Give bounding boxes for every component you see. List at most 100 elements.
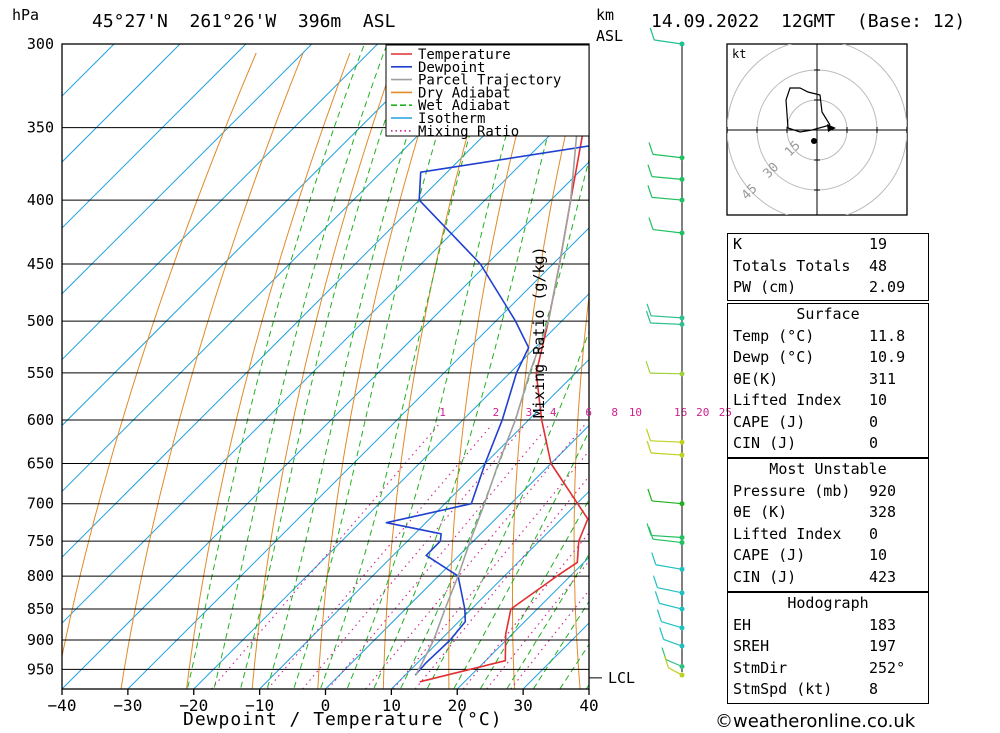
wind-level-dot xyxy=(679,197,685,203)
location-label: 45°27'N 261°26'W 396m ASL xyxy=(92,11,396,32)
index-row-totals: Totals Totals 48 xyxy=(733,256,888,275)
wind-level-dot xyxy=(679,41,685,47)
surface-row: θE(K) 311 xyxy=(733,369,897,388)
hodo-row: StmSpd (kt) 8 xyxy=(733,680,879,698)
wet-adiabat-line xyxy=(213,44,388,689)
wind-barb-flag xyxy=(648,217,654,230)
mixing-ratio-label: 2 xyxy=(493,406,500,419)
wind-barb-shaft xyxy=(651,452,683,456)
isotherm-line xyxy=(62,44,181,163)
x-tick-label: 10 xyxy=(382,696,401,715)
isotherm-line xyxy=(62,44,313,295)
isotherm-line xyxy=(391,490,589,689)
wind-barb-column xyxy=(645,27,685,678)
wind-barb-flag xyxy=(654,591,660,604)
dry-adiabat-line xyxy=(957,53,1000,689)
lcl-label: LCL xyxy=(608,669,635,687)
isotherm-line xyxy=(62,44,378,361)
isotherm-line xyxy=(193,293,589,689)
wind-barb-flag xyxy=(646,303,652,316)
mixing-ratio-label: 6 xyxy=(585,406,592,419)
pressure-tick-label: 350 xyxy=(27,119,54,137)
legend-label: Wet Adiabat xyxy=(418,98,511,114)
index-row-pw: PW (cm) 2.09 xyxy=(733,278,906,296)
pressure-tick-label: 950 xyxy=(27,660,54,678)
legend-label: Temperature xyxy=(418,47,511,63)
mixing-ratio-line xyxy=(510,589,589,689)
hodo-row: SREH 197 xyxy=(733,637,897,655)
isotherm-line xyxy=(62,44,115,97)
dry-adiabat-line xyxy=(692,53,726,689)
dry-adiabat-line xyxy=(62,52,257,659)
wind-barb-flag xyxy=(645,310,652,324)
pressure-tick-label: 400 xyxy=(27,191,54,209)
wind-level-dot xyxy=(679,371,685,377)
wind-barb-shaft xyxy=(651,534,683,539)
wind-barb-shaft xyxy=(657,587,683,594)
isotherm-line xyxy=(62,44,247,229)
hodo-row: StmDir 252° xyxy=(733,658,906,677)
wind-barb-flag xyxy=(646,523,652,536)
wind-level-dot xyxy=(679,566,685,572)
hodograph-trace xyxy=(785,87,831,133)
wind-barb-shaft xyxy=(661,621,683,629)
pressure-tick-label: 600 xyxy=(27,411,54,429)
mu-row: Pressure (mb) 920 xyxy=(733,481,897,500)
isotherm-line xyxy=(325,424,589,689)
pressure-tick-label: 300 xyxy=(27,35,54,53)
wind-barb-shaft xyxy=(652,228,683,234)
pressure-tick-label: 450 xyxy=(27,255,54,273)
mixing-ratio-line xyxy=(462,532,589,689)
wind-barb-flag xyxy=(659,627,665,640)
wind-level-dot xyxy=(679,439,685,445)
pressure-tick-label: 800 xyxy=(27,567,54,585)
wind-barb-flag xyxy=(647,488,653,502)
series-line-dewpoint xyxy=(385,123,589,676)
pressure-tick-label: 550 xyxy=(27,364,54,382)
mixing-ratio-line xyxy=(267,424,493,689)
x-tick-label: 20 xyxy=(448,696,467,715)
mixing-ratio-line xyxy=(211,424,440,689)
surface-row: CIN (J) 0 xyxy=(733,434,879,452)
x-tick-label: −30 xyxy=(113,696,142,715)
x-tick-label: −20 xyxy=(179,696,208,715)
surface-row: Temp (°C) 11.8 xyxy=(733,326,906,345)
storm-motion-arrow xyxy=(827,124,836,132)
wind-level-dot xyxy=(679,625,685,631)
wind-level-dot xyxy=(679,315,685,321)
legend-label: Isotherm xyxy=(418,111,485,127)
mixing-ratio-line xyxy=(327,424,550,689)
wind-level-dot xyxy=(679,664,685,670)
x-tick-label: −40 xyxy=(48,696,77,715)
dry-adiabat-line xyxy=(317,52,445,689)
wind-level-dot xyxy=(679,590,685,596)
footer-credit[interactable]: ©weatheronline.co.uk xyxy=(715,711,916,732)
wind-level-dot xyxy=(679,155,685,161)
legend-label: Parcel Trajectory xyxy=(418,73,561,89)
mixing-ratio-label: 3 xyxy=(526,406,533,419)
wind-level-dot xyxy=(679,606,685,612)
legend-label: Mixing Ratio xyxy=(418,124,519,140)
mixing-ratio-axis-title: Mixing Ratio (g/kg) xyxy=(530,246,548,418)
wind-barb-shaft xyxy=(650,372,683,375)
hodograph-table-title: Hodograph xyxy=(787,594,869,612)
mu-row: CIN (J) 423 xyxy=(733,567,897,586)
surface-title: Surface xyxy=(796,305,860,323)
dry-adiabat-line xyxy=(251,52,398,689)
isotherm-line xyxy=(62,44,444,427)
wet-adiabat-line xyxy=(319,44,497,689)
isotherm-line xyxy=(62,161,589,689)
hodograph-origin-dot xyxy=(811,138,817,144)
wind-barb-shaft xyxy=(663,638,683,647)
x-tick-label: −10 xyxy=(245,696,274,715)
pressure-tick-label: 500 xyxy=(27,312,54,330)
height-unit-asl: ASL xyxy=(596,27,624,45)
profile-series xyxy=(385,44,589,683)
x-tick-label: 0 xyxy=(321,696,331,715)
mu-row: θE (K) 328 xyxy=(733,503,897,521)
wind-barb-shaft xyxy=(659,602,683,610)
wind-barb-shaft xyxy=(651,500,683,505)
surface-table: Surface Temp (°C) 11.8 Dewp (°C) 10.9 θE(K… xyxy=(727,303,929,458)
